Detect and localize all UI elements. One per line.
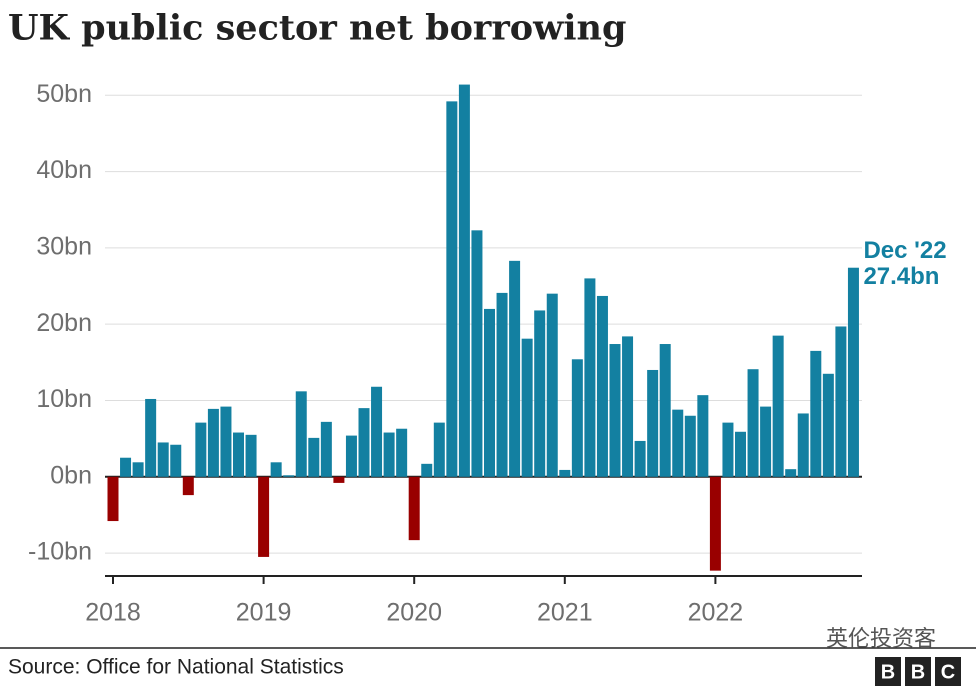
bar [132,462,144,477]
bar [760,406,772,477]
x-tick-label: 2019 [236,599,292,627]
bar [220,406,232,477]
x-tick-label: 2021 [537,599,593,627]
bar [245,434,257,477]
bar [571,359,583,477]
bar [484,308,495,477]
bar [308,437,320,477]
chart-title: UK public sector net borrowing [8,8,626,49]
bar [408,476,420,541]
bar [233,432,244,477]
bar [170,444,182,477]
bar [295,391,307,477]
bar [446,101,458,477]
logo-box [875,657,901,686]
bar [684,415,696,477]
logo-box [905,657,931,686]
bar [383,432,395,477]
bar [622,336,634,477]
bar [735,431,746,477]
bar [672,409,684,477]
watermark: 英伦投资客 [826,626,936,651]
bar [258,476,270,557]
bar [596,295,608,477]
x-tick-label: 2018 [85,599,141,627]
bar [458,84,470,477]
bar [145,398,157,477]
bar [433,422,445,477]
bar [722,422,734,477]
bar [634,440,646,477]
y-tick-label: 10bn [36,385,92,413]
bar [785,469,797,477]
bar [358,408,370,477]
bar [157,442,169,477]
bar [345,435,357,477]
bar [647,369,659,477]
logo-box [935,657,961,686]
bar [772,335,784,477]
bar [207,408,219,477]
bar [559,469,571,477]
y-tick-label: 20bn [36,309,92,337]
x-tick-label: 2022 [688,599,744,627]
y-tick-label: 50bn [36,80,92,108]
bar [747,369,759,477]
logo-letter: B [881,661,895,683]
bar [283,475,295,477]
bar [546,293,558,477]
bar [471,230,483,477]
bar [584,278,596,477]
bar [195,422,207,477]
bar [609,344,621,477]
y-tick-label: 40bn [36,156,92,184]
bar [659,344,671,477]
bar [534,310,546,477]
source: Source: Office for National Statistics [8,656,344,679]
bar [697,395,709,477]
y-tick-label: 30bn [36,232,92,260]
y-tick-label: -10bn [28,538,92,566]
bar [270,462,282,477]
bar [396,428,408,477]
bar [421,463,433,477]
bar [822,373,834,477]
bar [709,476,721,571]
bar [320,421,332,477]
bar [509,260,521,477]
annotation: Dec '22 [863,237,946,264]
bar [847,267,859,477]
y-tick-label: 0bn [50,461,92,489]
logo: B B C [875,657,961,686]
bar [120,457,132,477]
bar [797,413,809,477]
value-label: 27.4bn [863,263,939,290]
bar [810,350,822,477]
x-tick-label: 2020 [386,599,442,627]
bar [521,338,533,477]
logo-letter: C [941,661,955,683]
bar [182,476,194,496]
logo-letter: B [911,661,925,683]
bar [371,386,383,477]
bar [107,476,119,522]
bar [835,326,847,477]
bar [333,476,345,483]
bar [496,292,508,477]
